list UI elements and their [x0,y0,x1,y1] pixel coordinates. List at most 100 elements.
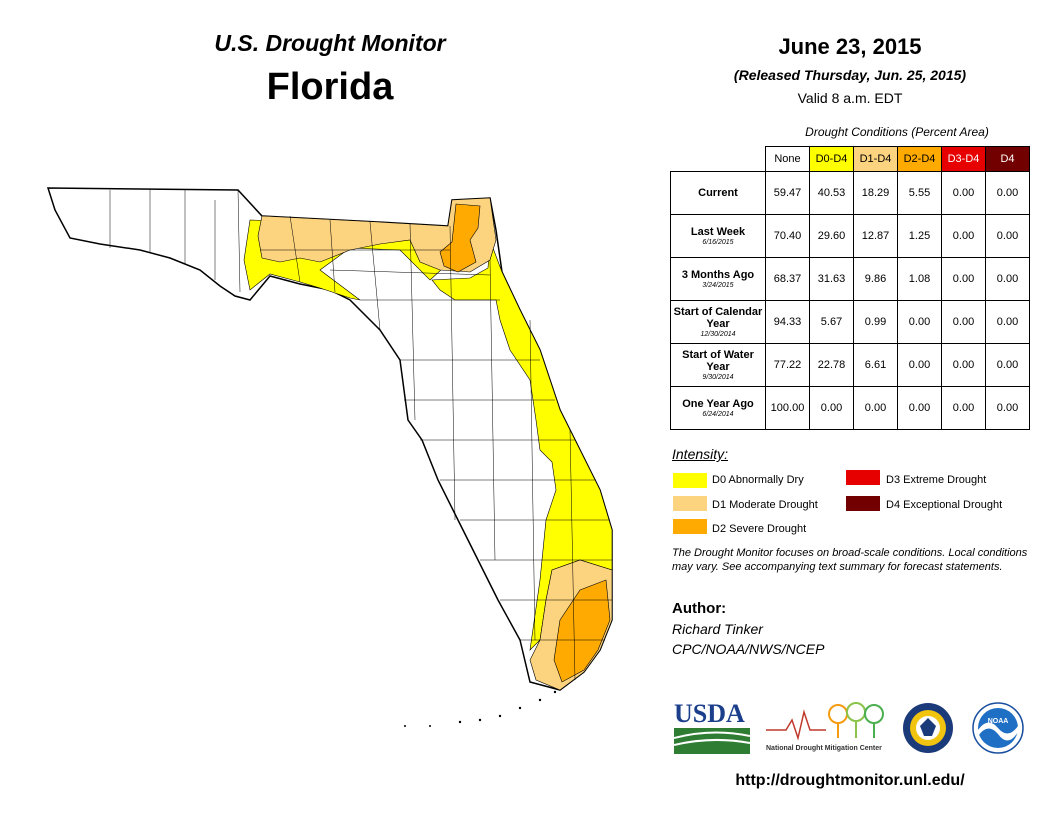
table-cell: 0.00 [897,343,942,387]
row-label: One Year Ago 6/24/2014 [670,386,766,430]
florida-keys [404,690,557,727]
table-cell: 5.55 [897,171,942,215]
legend-label-d1: D1 Moderate Drought [712,499,818,511]
table-caption: Drought Conditions (Percent Area) [805,125,989,139]
table-cell: 40.53 [809,171,854,215]
row-label: Start of Calendar Year 12/30/2014 [670,300,766,344]
table-cell: 0.00 [897,300,942,344]
table-cell: 0.00 [809,386,854,430]
map-header-title: U.S. Drought Monitor [214,30,446,56]
table-cell: 22.78 [809,343,854,387]
table-cell: 1.25 [897,214,942,258]
author-name: Richard Tinker [672,621,763,637]
legend-label-d2: D2 Severe Drought [712,523,807,535]
column-header-none: None [765,146,810,172]
row-label-text: Start of Calendar Year [673,305,763,330]
table-cell: 1.08 [897,257,942,301]
table-cell: 0.00 [985,343,1030,387]
table-cell: 0.00 [985,214,1030,258]
florida-drought-map [46,187,613,727]
table-cell: 18.29 [853,171,898,215]
table-cell: 0.00 [941,257,986,301]
legend-label-d4: D4 Exceptional Drought [886,499,1003,511]
table-row: Last Week 6/16/2015 70.40 29.60 12.87 1.2… [670,214,1030,258]
table-cell: 0.00 [941,343,986,387]
table-cell: 9.86 [853,257,898,301]
source-url[interactable]: http://droughtmonitor.unl.edu/ [735,772,965,789]
row-label: Last Week 6/16/2015 [670,214,766,258]
table-cell: 0.00 [941,386,986,430]
legend-swatch-d2 [673,519,707,534]
column-header-d4: D4 [985,146,1030,172]
noaa-logo-text: NOAA [988,718,1009,725]
release-date: (Released Thursday, Jun. 25, 2015) [733,67,967,83]
table-cell: 29.60 [809,214,854,258]
legend-swatch-d4 [846,496,880,511]
row-label-text: Last Week [690,225,746,238]
table-cell: 0.00 [941,214,986,258]
florida-outline [46,187,613,691]
table-cell: 0.00 [985,171,1030,215]
column-header-d2-d4: D2-D4 [897,146,942,172]
column-header-d3-d4: D3-D4 [941,146,986,172]
author-organization: CPC/NOAA/NWS/NCEP [672,641,825,657]
table-cell: 0.00 [897,386,942,430]
row-label: Current [670,171,766,215]
table-cell: 0.00 [853,386,898,430]
usda-logo: USDA [673,700,751,754]
table-row: Current 59.47 40.53 18.29 5.55 0.00 0.00 [670,171,1030,215]
map-date: June 23, 2015 [778,34,922,59]
table-cell: 5.67 [809,300,854,344]
state-name: Florida [266,66,394,108]
row-date: 9/30/2014 [702,373,734,381]
table-cell: 94.33 [765,300,810,344]
table-cell: 0.99 [853,300,898,344]
table-cell: 12.87 [853,214,898,258]
row-label-text: Current [698,187,738,199]
table-cell: 0.00 [985,300,1030,344]
ndmc-logo: National Drought Mitigation Center [766,700,886,754]
table-header-row: None D0-D4 D1-D4 D2-D4 D3-D4 D4 [670,146,1030,172]
row-label-text: 3 Months Ago [681,268,755,281]
table-cell: 0.00 [985,386,1030,430]
d2-northeast-area [439,203,481,273]
row-date: 6/16/2015 [702,238,734,246]
row-label-text: One Year Ago [682,397,754,410]
row-label: Start of Water Year 9/30/2014 [670,343,766,387]
row-date: 6/24/2014 [702,410,734,418]
row-label-text: Start of Water Year [682,348,754,373]
legend-swatch-d3 [846,470,880,485]
table-row: 3 Months Ago 3/24/2015 68.37 31.63 9.86 1… [670,257,1030,301]
table-cell: 0.00 [941,300,986,344]
ndmc-logo-text: National Drought Mitigation Center [766,745,882,752]
valid-time: Valid 8 a.m. EDT [797,90,903,106]
author-label: Author: [672,600,727,617]
table-cell: 68.37 [765,257,810,301]
legend-title: Intensity: [672,446,729,462]
d2-southeast-area [553,579,611,683]
row-date: 12/30/2014 [700,330,736,338]
row-date: 3/24/2015 [702,281,734,289]
legend-swatch-d0 [673,473,707,488]
row-label: 3 Months Ago 3/24/2015 [670,257,766,301]
table-cell: 0.00 [941,171,986,215]
table-corner [670,146,766,172]
table-cell: 77.22 [765,343,810,387]
table-cell: 31.63 [809,257,854,301]
commerce-seal-icon [903,703,953,753]
ndmc-trees-icon [766,702,884,741]
county-lines [109,189,612,681]
disclaimer-note: The Drought Monitor focuses on broad-sca… [672,547,1028,573]
legend-swatch-d1 [673,496,707,511]
table-cell: 70.40 [765,214,810,258]
table-row: Start of Calendar Year 12/30/2014 94.33 5… [670,300,1030,344]
table-row: Start of Water Year 9/30/2014 77.22 22.78… [670,343,1030,387]
table-row: One Year Ago 6/24/2014 100.00 0.00 0.00 0… [670,386,1030,430]
table-cell: 100.00 [765,386,810,430]
noaa-logo: NOAA [972,702,1024,754]
column-header-d0-d4: D0-D4 [809,146,854,172]
table-cell: 6.61 [853,343,898,387]
legend-label-d3: D3 Extreme Drought [886,474,987,486]
drought-statistics-table: None D0-D4 D1-D4 D2-D4 D3-D4 D4 Current … [670,146,1030,430]
legend-label-d0: D0 Abnormally Dry [712,474,804,486]
